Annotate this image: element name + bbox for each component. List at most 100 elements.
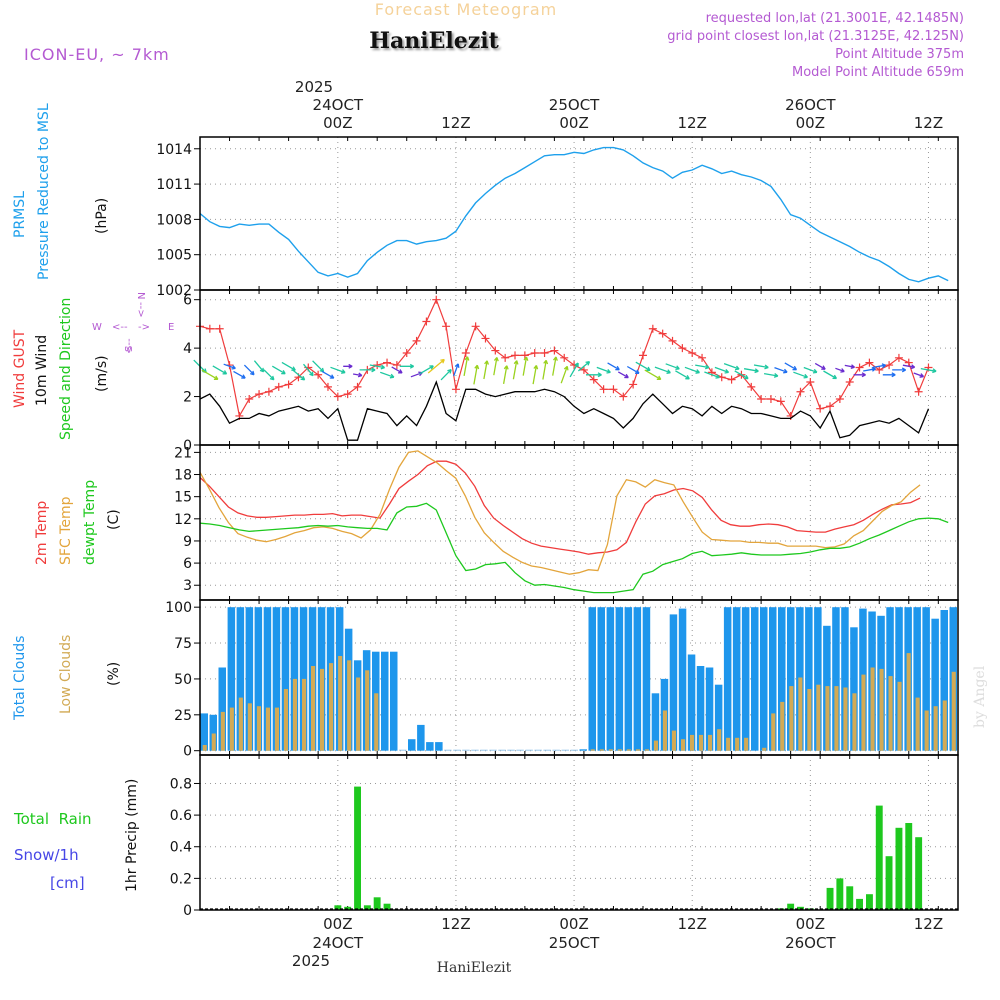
y-tick-label: 0.6 bbox=[170, 808, 192, 824]
wind-gust-marker bbox=[451, 385, 460, 394]
total-cloud-bar bbox=[678, 608, 687, 751]
wind-direction-arrow bbox=[399, 363, 415, 369]
model-altitude: Model Point Altitude 659m bbox=[792, 65, 964, 80]
wind-gust-marker bbox=[501, 353, 510, 362]
low-cloud-bar bbox=[897, 681, 902, 751]
low-cloud-bar bbox=[283, 689, 288, 751]
wind-gust-marker bbox=[412, 336, 421, 345]
low-cloud-bar bbox=[635, 749, 640, 751]
wind-direction-arrow bbox=[321, 370, 335, 379]
requested-coords: requested lon,lat (21.3001E, 42.1485N) bbox=[706, 11, 964, 26]
temp-2m-line bbox=[199, 460, 921, 555]
wind-gust-marker bbox=[245, 394, 254, 403]
wind-gust-marker bbox=[432, 295, 441, 304]
rain-bar bbox=[836, 878, 844, 910]
wind-gust-marker bbox=[668, 336, 677, 345]
low-cloud-bar bbox=[690, 734, 695, 751]
wind-direction-arrow bbox=[303, 363, 314, 377]
y-tick-label: 0.8 bbox=[170, 776, 192, 792]
wind-gust-label: Wind GUST bbox=[12, 329, 28, 408]
low-cloud-bar bbox=[671, 730, 676, 751]
total-cloud-bar bbox=[561, 749, 569, 751]
bottom-hour-label: 12Z bbox=[678, 915, 707, 933]
total-cloud-bar bbox=[281, 607, 290, 751]
wind-direction-arrow bbox=[560, 365, 569, 384]
total-cloud-bar bbox=[696, 666, 705, 751]
low-cloud-bar bbox=[617, 749, 622, 751]
low-cloud-bar bbox=[338, 656, 343, 751]
total-cloud-bar bbox=[606, 607, 615, 751]
low-cloud-bar bbox=[807, 689, 812, 751]
low-cloud-bar bbox=[699, 734, 704, 751]
wind-gust-marker bbox=[766, 394, 775, 403]
total-cloud-bar bbox=[579, 749, 587, 751]
total-cloud-bar bbox=[841, 607, 849, 751]
wind-direction-arrow bbox=[391, 366, 403, 374]
wind-direction-arrow bbox=[793, 371, 808, 379]
wind-direction-arrow bbox=[892, 367, 907, 373]
wind-gust-marker bbox=[422, 317, 431, 326]
y-tick-label: 1008 bbox=[156, 212, 192, 228]
total-cloud-bar bbox=[570, 749, 578, 751]
low-cloud-bar bbox=[320, 668, 325, 751]
low-cloud-bar bbox=[888, 676, 893, 751]
wind-gust-marker bbox=[530, 348, 539, 357]
total-cloud-bar bbox=[850, 627, 858, 751]
pressure-panel: 1002 1005 1008 1011 1014 bbox=[156, 136, 959, 299]
y-tick-label: 3 bbox=[183, 578, 192, 594]
wind-direction-arrow bbox=[586, 372, 602, 378]
compass-w: W bbox=[92, 322, 102, 333]
y-tick-label: 1005 bbox=[156, 248, 192, 264]
wind-direction-arrow bbox=[569, 362, 579, 378]
y-tick-label: 18 bbox=[174, 468, 192, 484]
y-tick-label: 100 bbox=[165, 600, 192, 616]
total-cloud-bar bbox=[417, 724, 425, 751]
pressure-line bbox=[199, 146, 949, 283]
footer-location: HaniElezit bbox=[437, 960, 512, 976]
top-hour-label: 12Z bbox=[441, 114, 470, 132]
top-year-label: 2025 bbox=[295, 78, 333, 96]
top-hour-label: 00Z bbox=[559, 114, 588, 132]
wind-gust-marker bbox=[560, 353, 569, 362]
top-day-label: 25OCT bbox=[549, 96, 600, 114]
wind-direction-arrow bbox=[734, 370, 749, 380]
low-cloud-bar bbox=[347, 660, 352, 751]
wind-direction-arrow bbox=[596, 366, 611, 374]
wind-direction-arrow bbox=[463, 356, 470, 377]
total-cloud-bar bbox=[588, 607, 596, 751]
forecast-title: Forecast Meteogram bbox=[375, 0, 557, 19]
wind-direction-arrow bbox=[243, 364, 255, 376]
total-cloud-bar bbox=[489, 749, 497, 751]
wind-speed-direction-label: Speed and Direction bbox=[58, 298, 74, 440]
wind-direction-arrow bbox=[654, 366, 671, 374]
top-day-label: 24OCT bbox=[313, 96, 364, 114]
low-cloud-bar bbox=[644, 749, 649, 751]
pressure-unit-label: (hPa) bbox=[94, 198, 110, 234]
rain-bar bbox=[334, 905, 342, 910]
total-cloud-bar bbox=[209, 714, 217, 751]
wind-gust-marker bbox=[402, 348, 411, 357]
compass-rose: W <-- -> E N S --> <-- bbox=[92, 292, 174, 354]
total-cloud-bar bbox=[227, 607, 236, 751]
wind-direction-arrow bbox=[493, 356, 499, 376]
wind-gust-marker bbox=[215, 324, 224, 333]
low-cloud-bar bbox=[879, 668, 884, 751]
total-cloud-bar bbox=[408, 739, 416, 751]
wind-direction-arrow bbox=[352, 372, 363, 378]
total-cloud-bar bbox=[498, 749, 506, 751]
wind-direction-arrow bbox=[359, 367, 376, 373]
pressure-panel-labels: PRMSL Pressure Reduced to MSL (hPa) bbox=[12, 103, 110, 280]
low-cloud-bar bbox=[861, 674, 866, 751]
wind-direction-arrow bbox=[343, 363, 353, 369]
wind-panel-labels: Wind GUST 10m Wind Speed and Direction (… bbox=[12, 292, 174, 440]
low-cloud-bar bbox=[211, 733, 216, 751]
wind-gust-marker bbox=[835, 394, 844, 403]
wind-gust-marker bbox=[540, 348, 549, 357]
wind-gust-marker bbox=[776, 397, 785, 406]
total-cloud-bar bbox=[480, 749, 488, 751]
wind-gust-marker bbox=[373, 361, 382, 370]
wind-direction-arrow bbox=[253, 360, 265, 373]
wind-gust-marker bbox=[619, 392, 628, 401]
low-cloud-bar bbox=[356, 677, 361, 751]
